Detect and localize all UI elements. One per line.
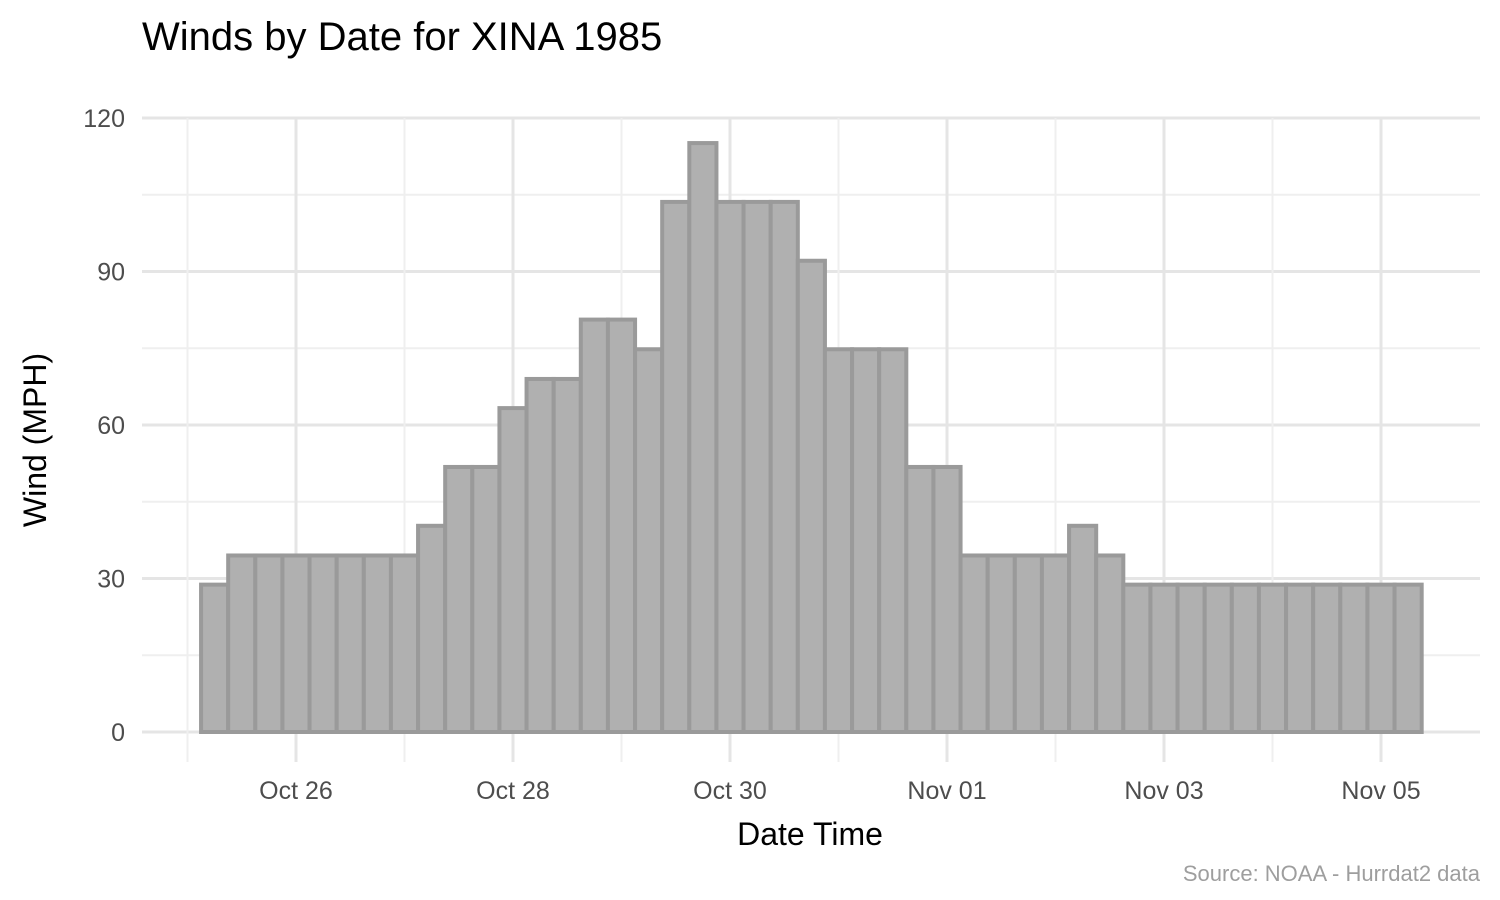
wind-bar	[470, 464, 502, 734]
wind-bar	[660, 199, 692, 734]
wind-bar	[1175, 582, 1207, 735]
bars	[199, 141, 1424, 735]
wind-bar	[605, 317, 638, 734]
wind-bar	[714, 199, 746, 734]
chart-title: Winds by Date for XINA 1985	[142, 15, 662, 59]
wind-bar	[226, 553, 258, 734]
x-tick-label: Nov 03	[1124, 777, 1203, 805]
x-tick-label: Oct 28	[476, 777, 550, 805]
x-tick-label: Oct 30	[693, 777, 767, 805]
wind-bar	[1094, 553, 1126, 734]
x-axis-title: Date Time	[737, 816, 883, 852]
x-tick-label: Nov 05	[1341, 777, 1420, 805]
wind-bar	[1365, 582, 1397, 735]
wind-bar	[578, 317, 610, 734]
wind-bar	[1067, 523, 1099, 734]
wind-bar	[1392, 582, 1424, 735]
wind-bar	[361, 553, 393, 734]
x-axis-ticks: Oct 26 Oct 28 Oct 30 Nov 01 Nov 03 Nov 05	[259, 777, 1420, 805]
wind-bar	[416, 523, 448, 734]
wind-bar	[334, 553, 366, 734]
wind-bar	[1121, 582, 1153, 735]
wind-bar	[1284, 582, 1316, 735]
y-axis-title: Wind (MPH)	[17, 353, 53, 527]
wind-bar	[1039, 553, 1072, 734]
x-tick-label: Nov 01	[907, 777, 986, 805]
wind-bar	[497, 406, 529, 734]
source-caption: Source: NOAA - Hurrdat2 data	[1183, 861, 1481, 886]
wind-bar	[1012, 553, 1044, 734]
wind-bar	[687, 141, 719, 735]
wind-bar	[633, 347, 665, 734]
wind-bar	[877, 347, 909, 734]
wind-bar	[1148, 582, 1180, 735]
wind-bar	[280, 553, 312, 734]
wind-bar	[1256, 582, 1289, 735]
y-tick-label: 30	[97, 566, 125, 594]
wind-bar	[524, 376, 556, 734]
wind-bar	[850, 347, 882, 734]
wind-bar	[443, 464, 475, 734]
wind-bar	[985, 553, 1017, 734]
y-tick-label: 0	[111, 719, 125, 747]
y-axis-ticks: 0 30 60 90 120	[83, 105, 125, 747]
wind-bar	[768, 199, 800, 734]
wind-bar	[822, 347, 855, 734]
y-tick-label: 90	[97, 259, 125, 287]
wind-bar	[1311, 582, 1343, 735]
wind-bar	[931, 464, 963, 734]
wind-bar	[741, 199, 773, 734]
wind-bar	[1229, 582, 1261, 735]
wind-bar	[795, 258, 827, 734]
wind-bar	[307, 553, 339, 734]
wind-bar	[1338, 582, 1370, 735]
y-tick-label: 60	[97, 412, 125, 440]
wind-bar	[253, 553, 285, 734]
wind-bar	[199, 582, 231, 735]
wind-bar	[1202, 582, 1234, 735]
x-tick-label: Oct 26	[259, 777, 333, 805]
wind-bar	[388, 553, 421, 734]
y-tick-label: 120	[83, 105, 125, 133]
wind-bar	[904, 464, 936, 734]
wind-bar	[551, 376, 583, 734]
wind-bar	[958, 553, 990, 734]
